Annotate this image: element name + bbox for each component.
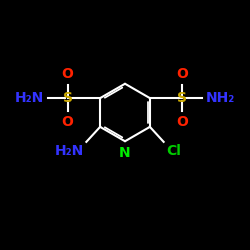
Text: NH₂: NH₂ bbox=[206, 91, 236, 105]
Text: S: S bbox=[178, 91, 188, 105]
Text: O: O bbox=[62, 67, 74, 82]
Text: O: O bbox=[176, 67, 188, 82]
Text: H₂N: H₂N bbox=[54, 144, 84, 158]
Text: Cl: Cl bbox=[166, 144, 181, 158]
Text: S: S bbox=[62, 91, 72, 105]
Text: O: O bbox=[176, 115, 188, 129]
Text: O: O bbox=[62, 115, 74, 129]
Text: N: N bbox=[119, 146, 131, 160]
Text: H₂N: H₂N bbox=[14, 91, 44, 105]
